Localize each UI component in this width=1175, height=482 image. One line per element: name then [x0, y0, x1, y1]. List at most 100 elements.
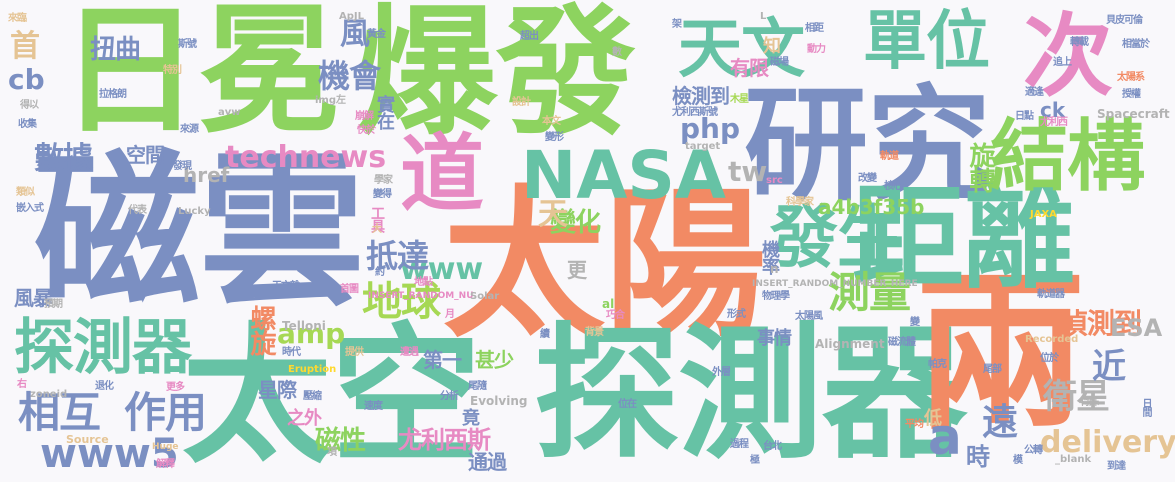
word-xuan-zhuan: 旋轉	[965, 142, 995, 192]
word-dao: 道	[400, 125, 484, 223]
word-jin: 近	[1092, 347, 1126, 387]
word-you-li-xi: 尤利西	[1040, 117, 1068, 128]
word-yuan: 遠	[982, 402, 1018, 443]
word-ji: 極	[750, 455, 760, 466]
word-ci: 次	[1023, 4, 1113, 109]
word-jie-shi: 解釋	[156, 459, 175, 470]
word-jing: 竟	[462, 408, 480, 429]
word-src: src	[766, 175, 783, 186]
word-shi-dai: 時代	[282, 347, 301, 358]
word-xing-ji: 星際	[258, 378, 297, 402]
word-shi-qing: 事情	[757, 328, 792, 349]
word-gong-ju: 工具	[369, 206, 385, 232]
word-img-zuo: img左	[315, 95, 347, 106]
word-te-bie: 特別	[163, 65, 182, 76]
word-al: al	[602, 297, 615, 311]
word-source: Source	[66, 433, 109, 446]
word-ri-dian: 日點	[1015, 111, 1034, 122]
word-ci-xing: 磁性	[315, 426, 366, 456]
word-tian: 天	[538, 197, 568, 232]
word-tw: tw	[728, 155, 768, 188]
word-de-yi: 得以	[20, 100, 39, 111]
word-te-shu: 特殊	[1080, 397, 1099, 408]
word-qiao-he: 巧合	[606, 310, 625, 321]
word-target: target	[685, 141, 721, 152]
word-pa-ke: 帕克	[928, 359, 947, 370]
word-tian-wen: 天文	[678, 13, 805, 87]
word-ti-gong: 提供	[345, 347, 364, 358]
word-ya-suo: 壓縮	[303, 391, 322, 402]
word-feng: 風	[340, 17, 370, 52]
word-shou-tu: 首圖	[340, 284, 359, 295]
word-jian-ce-dao: 檢測到	[672, 84, 730, 108]
word-tong-guo: 通過	[468, 450, 507, 474]
word-chao-chu: 超出	[520, 31, 539, 42]
word-lei-si: 類似	[16, 187, 35, 198]
word-ck: ck	[1040, 98, 1066, 122]
word-n: n	[770, 262, 779, 276]
word-kong-jian: 空間	[126, 143, 165, 167]
word-alignment: Alignment	[815, 337, 885, 351]
word-su-du: 速度	[364, 401, 383, 412]
word-spacecraft: Spacecraft	[1097, 107, 1170, 121]
word-apjl: ApJL	[339, 11, 364, 22]
word-qian-ru-shi: 嵌入式	[16, 203, 44, 214]
word-php: php	[680, 112, 741, 145]
word-he-xin: 核心	[884, 181, 903, 192]
word-bian-xing: 變形	[545, 132, 564, 143]
word-da: 大	[372, 224, 382, 235]
word-si-hao: 斯號	[178, 39, 197, 50]
word-tai-yang-feng: 太陽風	[795, 311, 823, 322]
word-di-qiu: 地球	[362, 279, 441, 325]
word-zhi: 知	[763, 36, 781, 57]
word-www: www	[400, 252, 484, 287]
word-ji-hui: 機會	[318, 57, 381, 95]
word-ci-chang: 磁場	[770, 57, 789, 68]
word-wei-bu: 尾部	[983, 364, 1002, 375]
word-luo-xuan: 螺旋	[246, 305, 276, 355]
word-tai-kong: 太空	[182, 310, 481, 482]
word-tian-wen-za: 天文雜	[272, 281, 300, 292]
word-you-li-xi-si: 尤利西斯	[398, 426, 491, 454]
word-wei-xing: 衛星	[1043, 377, 1110, 417]
word-a: a	[928, 408, 962, 466]
word-zhen-ce-dao: 偵測到	[1060, 307, 1142, 340]
word-tai-bei: 台北	[763, 441, 782, 452]
word-insert-random-nu: INSERT_RANDOM_NU	[368, 291, 474, 301]
word-ci-liu-ti: 磁流體	[888, 337, 916, 348]
word-wei-sui: 尾隨	[468, 381, 487, 392]
word-delivery: delivery	[1040, 425, 1175, 460]
word-ji-lu: 機率	[759, 240, 780, 274]
word-l: L	[760, 11, 767, 22]
word-tan-ce-qi-large: 探測器	[534, 310, 967, 479]
word-guo-cheng: 過程	[730, 439, 749, 450]
word-kuai-yu: 快於	[357, 125, 376, 136]
word-wu-li-xue: 物理學	[762, 291, 790, 302]
word-nasa: NASA	[521, 137, 726, 214]
word-zhi-wai: 之外	[287, 408, 322, 429]
word-bei-jing: 背景	[585, 327, 604, 338]
word-ke-xue-jia: 科學家	[786, 197, 814, 208]
word-shu: 數	[612, 47, 622, 58]
word-dong-li: 動力	[807, 44, 826, 55]
word-xue-jia: 學家	[374, 175, 393, 186]
word-telloni: Telloni	[282, 319, 326, 333]
word-tui-hua: 退化	[95, 381, 114, 392]
word-xiang-ju: 相距	[805, 23, 824, 34]
word-fen-xi: 分析	[440, 391, 459, 402]
word-shu-ju: 數據	[34, 141, 93, 176]
word-gong-zhuan: 公轉	[1024, 445, 1043, 456]
word-jie-gou: 結構	[990, 112, 1145, 202]
word-wei-zai: 位在	[618, 399, 637, 410]
word-tai-yang-xi: 太陽系	[1117, 72, 1145, 83]
word-zao-yu: 遭遇	[400, 347, 419, 358]
word-esa: ESA	[1110, 314, 1163, 342]
word-ce-liang: 測量	[828, 268, 911, 317]
word-ci-yun: 磁雲	[34, 136, 365, 329]
word-di: 低	[924, 408, 942, 429]
word-ri-mian: 日冕	[60, 0, 339, 153]
word-zuo-yong: 作用	[124, 388, 207, 437]
word-dai-biao: 代表	[128, 205, 147, 216]
word-xu: 續	[540, 329, 550, 340]
